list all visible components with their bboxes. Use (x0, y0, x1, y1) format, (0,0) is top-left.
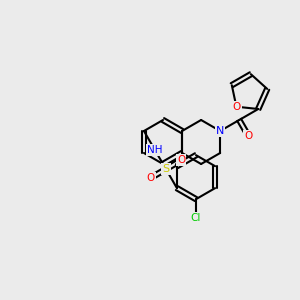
Text: O: O (147, 173, 155, 183)
Text: O: O (177, 155, 185, 165)
Text: Cl: Cl (191, 213, 201, 223)
Text: O: O (244, 131, 253, 141)
Text: N: N (216, 126, 224, 136)
Text: NH: NH (147, 145, 163, 155)
Text: S: S (162, 164, 169, 174)
Text: O: O (232, 102, 241, 112)
